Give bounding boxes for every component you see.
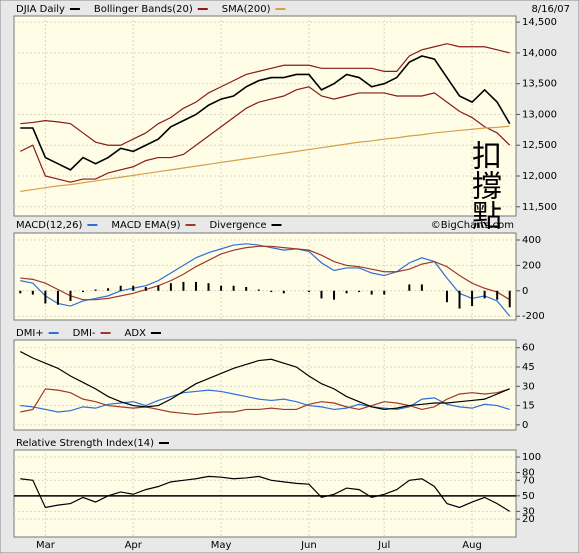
handwritten-annotation: 扣撐點 — [466, 140, 502, 230]
divergence-bar — [333, 290, 336, 300]
series-line — [20, 245, 511, 301]
divergence-bar — [182, 281, 185, 291]
divergence-bar — [370, 290, 373, 295]
legend-label: SMA(200) — [222, 4, 271, 15]
y-tick-label: 70 — [522, 475, 535, 486]
divergence-bar — [157, 285, 160, 291]
divergence-bar — [245, 286, 248, 291]
x-tick-label: Mar — [36, 540, 56, 551]
x-tick-label: Apr — [125, 540, 143, 551]
divergence-bar — [44, 290, 47, 304]
divergence-bar — [345, 290, 348, 294]
y-tick-label: 14,000 — [522, 48, 557, 59]
y-tick-label: 0 — [522, 286, 528, 297]
legend-label: Bollinger Bands(20) — [94, 4, 193, 15]
plot-area — [13, 339, 517, 431]
series-line — [20, 389, 510, 413]
y-tick-label: 12,500 — [522, 140, 557, 151]
divergence-bar — [132, 285, 135, 291]
divergence-bar — [169, 283, 172, 291]
y-tick-label: 12,000 — [522, 171, 557, 182]
date-label: 8/16/07 — [531, 4, 570, 15]
divergence-bar — [82, 290, 85, 293]
divergence-bar — [94, 289, 97, 291]
divergence-bar — [320, 290, 323, 299]
divergence-bar — [458, 290, 461, 309]
divergence-bar — [257, 289, 260, 291]
legend-label: ADX — [125, 328, 147, 339]
legend-label: Relative Strength Index(14) — [16, 438, 154, 449]
divergence-bar — [445, 290, 448, 303]
y-tick-label: 14,500 — [522, 17, 557, 28]
x-tick-label: May — [211, 540, 232, 551]
y-tick-label: 15 — [522, 401, 535, 412]
divergence-bar — [307, 290, 310, 293]
series-line — [20, 388, 510, 416]
divergence-bar — [19, 290, 22, 294]
series-line — [20, 86, 511, 183]
plot-area — [13, 449, 517, 538]
divergence-bar — [194, 281, 197, 291]
plot-area — [13, 232, 517, 321]
divergence-bar — [31, 290, 34, 295]
series-line — [20, 351, 510, 411]
divergence-bar — [408, 284, 411, 291]
y-tick-label: 100 — [522, 452, 541, 463]
divergence-bar — [56, 290, 59, 305]
series-line — [20, 475, 511, 512]
divergence-bar — [483, 290, 486, 299]
plot-area — [13, 15, 517, 217]
y-tick-label: 80 — [522, 468, 535, 479]
divergence-bar — [69, 290, 72, 301]
divergence-bar — [508, 290, 511, 308]
watermark: ©BigCharts.com — [431, 220, 514, 231]
legend-label: DMI- — [73, 328, 96, 339]
divergence-bar — [220, 285, 223, 291]
divergence-bar — [207, 283, 210, 291]
y-tick-label: 30 — [522, 506, 535, 517]
y-tick-label: 13,500 — [522, 79, 557, 90]
series-line — [20, 125, 510, 192]
y-tick-label: 50 — [522, 491, 535, 502]
divergence-bar — [119, 285, 122, 291]
divergence-bar — [107, 288, 110, 291]
y-tick-label: 11,500 — [522, 202, 557, 213]
divergence-bar — [358, 290, 361, 293]
y-tick-label: 13,000 — [522, 109, 557, 120]
y-tick-label: 200 — [522, 260, 541, 271]
divergence-bar — [144, 286, 147, 291]
divergence-bar — [420, 284, 423, 291]
y-tick-label: 400 — [522, 235, 541, 246]
legend-label: MACD EMA(9) — [111, 220, 180, 231]
divergence-bar — [496, 290, 499, 300]
divergence-bar — [270, 290, 273, 293]
x-tick-label: Jul — [377, 540, 390, 551]
series-line — [20, 55, 511, 171]
x-tick-label: Aug — [462, 540, 482, 551]
y-tick-label: 60 — [522, 343, 535, 354]
y-tick-label: -200 — [522, 311, 545, 322]
y-tick-label: 20 — [522, 514, 535, 525]
legend-label: DMI+ — [16, 328, 44, 339]
series-line — [20, 43, 510, 146]
legend-label: MACD(12,26) — [16, 220, 83, 231]
y-tick-label: 0 — [522, 420, 528, 431]
x-tick-label: Jun — [300, 540, 317, 551]
divergence-bar — [282, 290, 285, 294]
legend-label: Divergence — [210, 220, 267, 231]
y-tick-label: 30 — [522, 381, 535, 392]
y-tick-label: 45 — [522, 362, 535, 373]
divergence-bar — [471, 290, 474, 307]
divergence-bar — [383, 290, 386, 295]
legend-label: DJIA Daily — [16, 4, 65, 15]
divergence-bar — [232, 285, 235, 291]
